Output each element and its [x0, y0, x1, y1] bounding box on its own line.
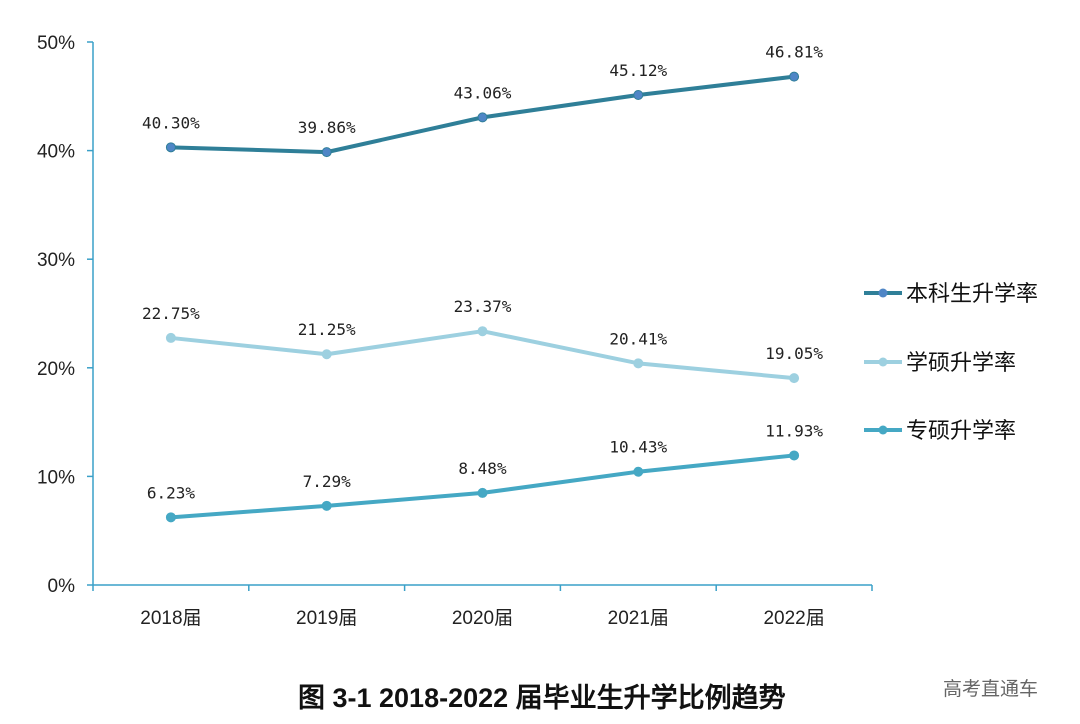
- legend-marker: [878, 357, 888, 367]
- line-chart: 0% 10% 20% 30% 40% 50% 2018届 2019届 2020届 2021届 202…: [37, 33, 1038, 629]
- watermark: 高考直通车: [943, 678, 1039, 700]
- data-point: [165, 142, 176, 153]
- data-point: [789, 373, 800, 384]
- y-tick-label: 0%: [48, 576, 76, 597]
- series-line-2: [170, 329, 795, 381]
- data-label: 39.86%: [298, 118, 356, 137]
- data-label: 20.41%: [609, 329, 667, 348]
- data-label: 21.25%: [298, 320, 356, 339]
- data-label: 10.43%: [609, 438, 667, 457]
- x-tick-label: 2019届: [296, 608, 357, 629]
- data-point: [789, 71, 800, 82]
- data-label: 46.81%: [765, 43, 823, 62]
- data-point: [165, 512, 176, 523]
- x-tick-label: 2022届: [763, 608, 824, 629]
- data-point: [633, 466, 644, 477]
- data-label: 22.75%: [142, 304, 200, 323]
- legend-label: 学硕升学率: [906, 351, 1016, 376]
- y-tick-label: 30%: [37, 250, 75, 271]
- data-point: [633, 358, 644, 369]
- data-label: 45.12%: [609, 61, 667, 80]
- data-point: [165, 332, 176, 343]
- x-tick-label: 2021届: [608, 608, 669, 629]
- data-label: 7.29%: [303, 472, 352, 491]
- data-point: [477, 487, 488, 498]
- data-point: [321, 349, 332, 360]
- data-point: [789, 450, 800, 461]
- data-point: [477, 112, 488, 123]
- data-label: 6.23%: [147, 483, 196, 502]
- data-label: 40.30%: [142, 113, 200, 132]
- data-point: [633, 89, 644, 100]
- data-label: 43.06%: [454, 83, 512, 102]
- data-label: 19.05%: [765, 344, 823, 363]
- data-point: [321, 500, 332, 511]
- data-point: [477, 326, 488, 337]
- y-tick-label: 10%: [37, 467, 75, 488]
- x-tick-label: 2020届: [452, 608, 513, 629]
- data-label: 8.48%: [458, 459, 507, 478]
- data-label: 23.37%: [454, 297, 512, 316]
- data-label: 11.93%: [765, 421, 823, 440]
- x-tick-label: 2018届: [140, 608, 201, 629]
- y-tick-label: 50%: [37, 33, 75, 54]
- y-tick-label: 20%: [37, 359, 75, 380]
- legend-marker: [878, 288, 888, 298]
- y-tick-label: 40%: [37, 142, 75, 163]
- data-point: [321, 147, 332, 158]
- legend-label: 本科生升学率: [906, 282, 1038, 307]
- legend-marker: [878, 425, 888, 435]
- legend-label: 专硕升学率: [906, 419, 1016, 444]
- chart-title: 图 3-1 2018-2022 届毕业生升学比例趋势: [298, 683, 786, 713]
